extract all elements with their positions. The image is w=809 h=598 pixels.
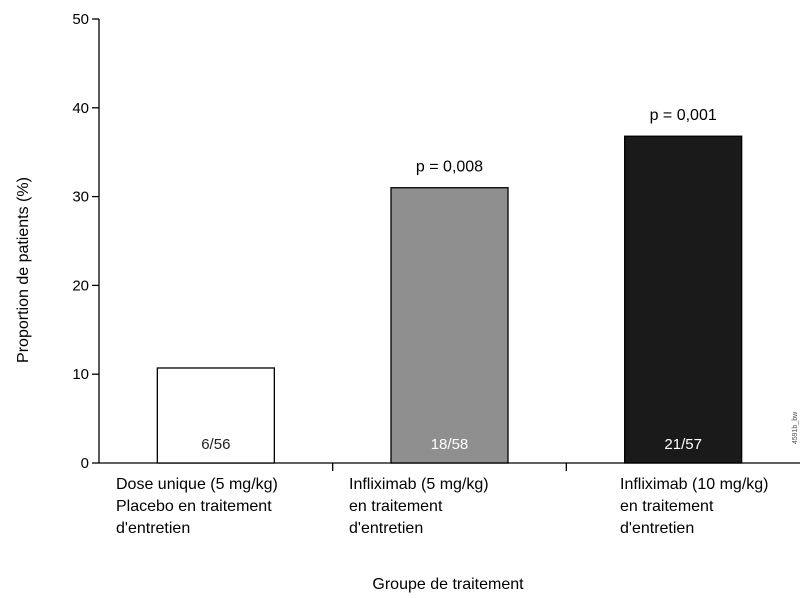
x-axis: Dose unique (5 mg/kg) Placebo en traiteme…	[99, 462, 800, 537]
y-axis-title: Proportion de patients (%)	[15, 177, 32, 363]
y-axis: 0 10 20 30 40 50	[72, 11, 100, 472]
bars	[156, 135, 743, 464]
bar-count-label: 21/57	[664, 436, 702, 453]
p-value-annotation: p = 0,008	[416, 159, 483, 176]
x-category-label: Dose unique (5 mg/kg)	[116, 476, 278, 493]
x-category-label: d'entretien	[349, 520, 423, 537]
y-tick-label: 0	[81, 455, 89, 472]
x-category-label: en traitement	[349, 498, 443, 515]
y-tick-label: 40	[72, 100, 89, 117]
y-tick-label: 30	[72, 189, 89, 206]
y-tick-label: 20	[72, 277, 89, 294]
x-category-label: en traitement	[620, 498, 714, 515]
x-category-label: Infliximab (10 mg/kg)	[620, 476, 769, 493]
bar-count-label: 6/56	[201, 436, 230, 453]
y-tick-label: 50	[72, 11, 89, 28]
corner-stamp: 4591b_bw	[792, 411, 799, 444]
p-value-annotation: p = 0,001	[650, 107, 717, 124]
x-category-label: d'entretien	[620, 520, 694, 537]
x-category-label: Placebo en traitement	[116, 498, 272, 515]
bar	[390, 187, 509, 464]
x-category-label: d'entretien	[116, 520, 190, 537]
x-category-label: Infliximab (5 mg/kg)	[349, 476, 489, 493]
labels: 6/56 18/58 p = 0,008 21/57 p = 0,001	[201, 107, 717, 453]
bar-count-label: 18/58	[431, 436, 469, 453]
x-axis-title: Groupe de traitement	[372, 576, 524, 593]
y-tick-label: 10	[72, 366, 89, 383]
bar	[156, 367, 275, 464]
bar	[624, 135, 743, 464]
